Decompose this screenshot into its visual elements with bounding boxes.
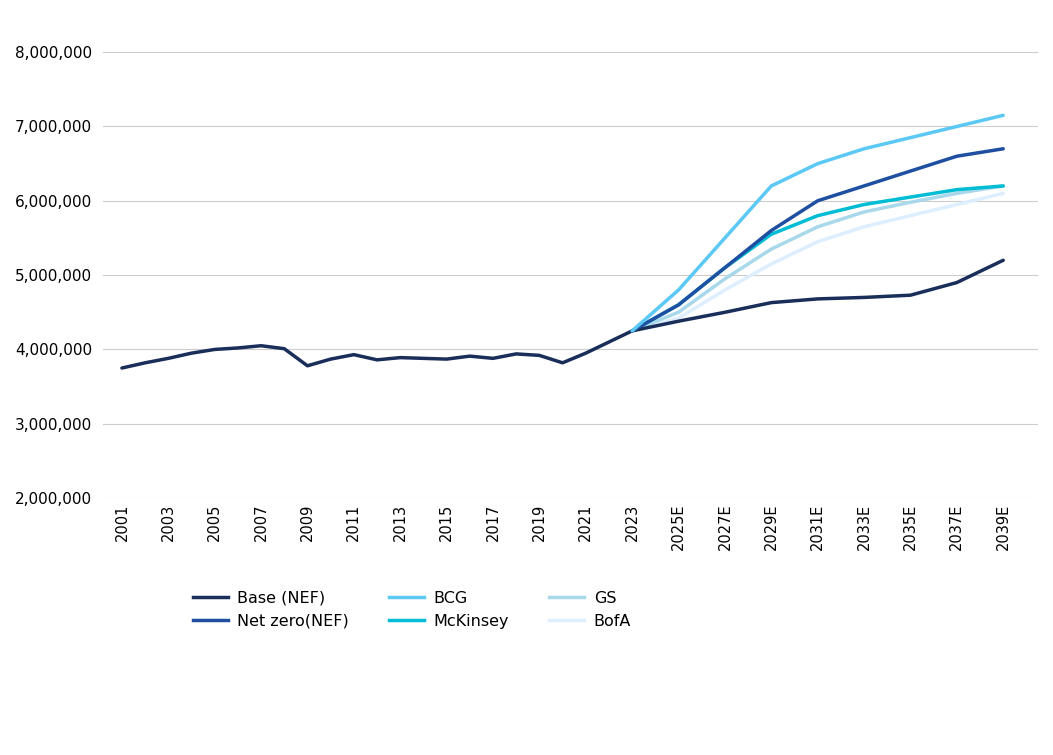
GS: [625, 326, 638, 335]
BofA: [625, 326, 638, 335]
Net zero(NEF): [672, 300, 684, 310]
Net zero(NEF): [951, 152, 963, 161]
BofA: [812, 237, 824, 246]
McKinsey: [951, 185, 963, 194]
Base (NEF): [208, 345, 221, 354]
Base (NEF): [486, 354, 499, 363]
BCG: [812, 159, 824, 168]
Base (NEF): [394, 353, 406, 362]
Base (NEF): [278, 344, 291, 353]
Base (NEF): [371, 356, 383, 365]
Base (NEF): [510, 350, 522, 359]
BCG: [905, 133, 917, 142]
Base (NEF): [301, 361, 314, 370]
Base (NEF): [556, 359, 569, 368]
Base (NEF): [139, 359, 152, 368]
BofA: [905, 211, 917, 220]
GS: [812, 222, 824, 231]
GS: [672, 308, 684, 317]
Base (NEF): [997, 256, 1010, 265]
BofA: [718, 285, 731, 294]
Base (NEF): [718, 308, 731, 317]
McKinsey: [764, 230, 777, 239]
BofA: [764, 260, 777, 269]
Base (NEF): [905, 291, 917, 300]
BCG: [625, 326, 638, 335]
BofA: [951, 200, 963, 209]
Line: Base (NEF): Base (NEF): [122, 260, 1004, 368]
Base (NEF): [764, 298, 777, 307]
GS: [905, 198, 917, 207]
Base (NEF): [858, 293, 871, 302]
Base (NEF): [417, 354, 430, 363]
McKinsey: [625, 326, 638, 335]
Net zero(NEF): [718, 263, 731, 273]
GS: [718, 274, 731, 283]
Line: McKinsey: McKinsey: [632, 186, 1004, 331]
Base (NEF): [116, 363, 128, 372]
Base (NEF): [232, 344, 244, 353]
Line: BofA: BofA: [632, 193, 1004, 331]
BCG: [951, 122, 963, 131]
McKinsey: [672, 300, 684, 310]
Base (NEF): [440, 355, 453, 364]
BCG: [858, 144, 871, 153]
Net zero(NEF): [997, 144, 1010, 153]
Base (NEF): [185, 349, 198, 358]
Base (NEF): [324, 355, 337, 364]
Net zero(NEF): [625, 326, 638, 335]
Base (NEF): [463, 352, 476, 361]
Base (NEF): [255, 341, 267, 350]
Base (NEF): [672, 316, 684, 325]
Base (NEF): [162, 354, 175, 363]
BofA: [997, 189, 1010, 198]
Base (NEF): [951, 278, 963, 287]
BofA: [672, 313, 684, 322]
GS: [997, 181, 1010, 190]
Net zero(NEF): [764, 226, 777, 235]
Net zero(NEF): [812, 196, 824, 205]
McKinsey: [997, 181, 1010, 190]
Base (NEF): [579, 349, 592, 358]
McKinsey: [905, 193, 917, 202]
Base (NEF): [812, 294, 824, 304]
McKinsey: [718, 263, 731, 273]
GS: [951, 189, 963, 198]
Base (NEF): [625, 326, 638, 335]
BCG: [672, 285, 684, 294]
Base (NEF): [533, 351, 545, 360]
Base (NEF): [347, 350, 360, 359]
GS: [858, 208, 871, 217]
Line: BCG: BCG: [632, 116, 1004, 331]
BCG: [718, 233, 731, 242]
McKinsey: [858, 200, 871, 209]
BCG: [997, 111, 1010, 120]
Base (NEF): [602, 337, 615, 347]
Legend: Base (NEF), Net zero(NEF), BCG, McKinsey, GS, BofA: Base (NEF), Net zero(NEF), BCG, McKinsey…: [186, 584, 637, 635]
BCG: [764, 181, 777, 190]
McKinsey: [812, 211, 824, 220]
Line: Net zero(NEF): Net zero(NEF): [632, 149, 1004, 331]
Line: GS: GS: [632, 186, 1004, 331]
GS: [764, 245, 777, 254]
Net zero(NEF): [905, 167, 917, 176]
Net zero(NEF): [858, 181, 871, 190]
BofA: [858, 222, 871, 231]
